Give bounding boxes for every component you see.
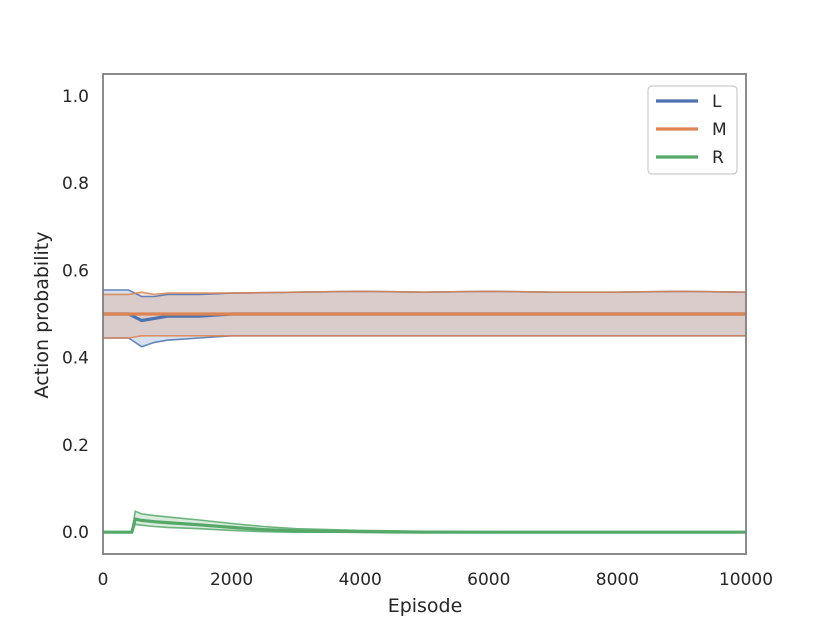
- confidence-bands: [103, 290, 746, 533]
- y-tick-label: 0.0: [62, 523, 89, 543]
- x-axis-ticks: 0 2000 4000 6000 8000 10000: [98, 570, 773, 590]
- band-l: [103, 290, 746, 347]
- y-tick-label: 0.8: [62, 174, 89, 194]
- lower-bound-m: [103, 335, 746, 339]
- y-axis-label: Action probability: [31, 232, 53, 399]
- upper-bound-m: [103, 290, 747, 296]
- legend-label-m: M: [712, 120, 727, 140]
- x-tick-label: 8000: [596, 570, 639, 590]
- x-tick-label: 4000: [339, 570, 382, 590]
- y-tick-label: 1.0: [62, 87, 89, 107]
- legend-label-r: R: [712, 148, 724, 168]
- x-axis-label: Episode: [388, 595, 463, 617]
- y-tick-label: 0.6: [62, 261, 89, 281]
- x-tick-label: 0: [98, 570, 109, 590]
- plot-frame: [102, 73, 747, 555]
- x-tick-label: 6000: [467, 570, 510, 590]
- legend: LMR: [647, 85, 738, 175]
- x-tick-label: 10000: [719, 570, 773, 590]
- series-lines: [103, 312, 746, 534]
- y-tick-label: 0.2: [62, 436, 89, 456]
- lower-bound-l: [103, 335, 746, 348]
- series-line-r: [103, 517, 746, 534]
- legend-label-l: L: [712, 92, 722, 112]
- y-tick-label: 0.4: [62, 349, 89, 369]
- y-axis-ticks: 0.0 0.2 0.4 0.6 0.8 1.0: [62, 87, 89, 543]
- x-tick-label: 2000: [210, 570, 253, 590]
